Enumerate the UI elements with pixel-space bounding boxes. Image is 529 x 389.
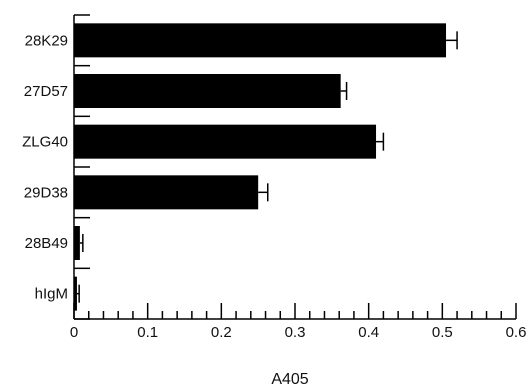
category-label: hIgM (35, 286, 68, 303)
bars-group (74, 23, 447, 311)
bar (74, 124, 377, 159)
labels-group: 0 0.1 0.2 0.3 0.4 0.5 0.6 28K29 27D57 ZLG40 29D38 2… (22, 32, 526, 341)
x-tick-label: 0 (70, 324, 78, 341)
x-tick-label: 0.3 (285, 324, 306, 341)
x-axis-title: A405 (271, 371, 308, 388)
axes-group (73, 14, 517, 320)
x-tick-label: 0.4 (358, 324, 379, 341)
category-label: 29D38 (24, 184, 68, 201)
bar (74, 175, 259, 210)
category-label: ZLG40 (22, 134, 68, 151)
category-label: 27D57 (24, 83, 68, 100)
category-label: 28B49 (25, 235, 68, 252)
bar (74, 23, 447, 58)
x-tick-label: 0.2 (211, 324, 232, 341)
error-bars-group (76, 31, 458, 303)
x-tick-label: 0.5 (432, 324, 453, 341)
x-tick-label: 0.1 (137, 324, 158, 341)
bar (74, 226, 80, 260)
x-tick-label: 0.6 (506, 324, 527, 341)
category-label: 28K29 (25, 32, 68, 49)
bar (74, 74, 341, 108)
bar (74, 276, 77, 311)
